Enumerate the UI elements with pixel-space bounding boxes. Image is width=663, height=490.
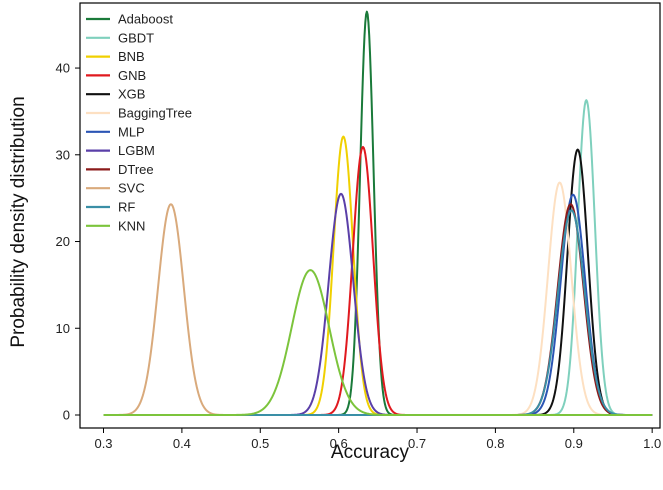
plot-frame [79, 2, 661, 429]
x-tick-label: 0.9 [565, 436, 583, 451]
density-curves [103, 10, 653, 416]
x-tick-label: 0.6 [330, 436, 348, 451]
x-tick-label: 0.7 [408, 436, 426, 451]
legend-label-mlp: MLP [118, 124, 145, 139]
legend-label-baggingtree: BaggingTree [118, 106, 192, 121]
legend-label-lgbm: LGBM [118, 143, 155, 158]
y-tick-label: 0 [63, 407, 70, 422]
x-axis: 0.3 0.4 0.5 0.6 0.7 0.8 0.9 1.0 [94, 428, 661, 451]
legend: Adaboost GBDT BNB GNB XGB BaggingTree MLP LGBM D… [86, 12, 192, 233]
series-line-knn [103, 269, 653, 416]
x-tick-label: 0.8 [486, 436, 504, 451]
legend-label-gbdt: GBDT [118, 30, 154, 45]
y-tick-label: 20 [56, 234, 70, 249]
x-tick-label: 0.5 [251, 436, 269, 451]
legend-label-adaboost: Adaboost [118, 12, 173, 27]
legend-label-xgb: XGB [118, 87, 145, 102]
y-axis: 0 10 20 30 40 [56, 61, 80, 422]
plot-border [79, 2, 661, 429]
y-tick-label: 10 [56, 321, 70, 336]
legend-label-dtree: DTree [118, 162, 154, 177]
y-tick-label: 30 [56, 147, 70, 162]
legend-label-gnb: GNB [118, 68, 146, 83]
y-axis-title: Probability density distribution [8, 96, 29, 347]
y-tick-label: 40 [56, 61, 70, 76]
legend-label-bnb: BNB [118, 49, 145, 64]
legend-label-rf: RF [118, 200, 135, 215]
x-tick-label: 1.0 [643, 436, 661, 451]
x-tick-label: 0.4 [173, 436, 191, 451]
x-axis-title: Accuracy [331, 442, 410, 463]
legend-label-knn: KNN [118, 218, 145, 233]
x-tick-label: 0.3 [94, 436, 112, 451]
legend-label-svc: SVC [118, 181, 145, 196]
